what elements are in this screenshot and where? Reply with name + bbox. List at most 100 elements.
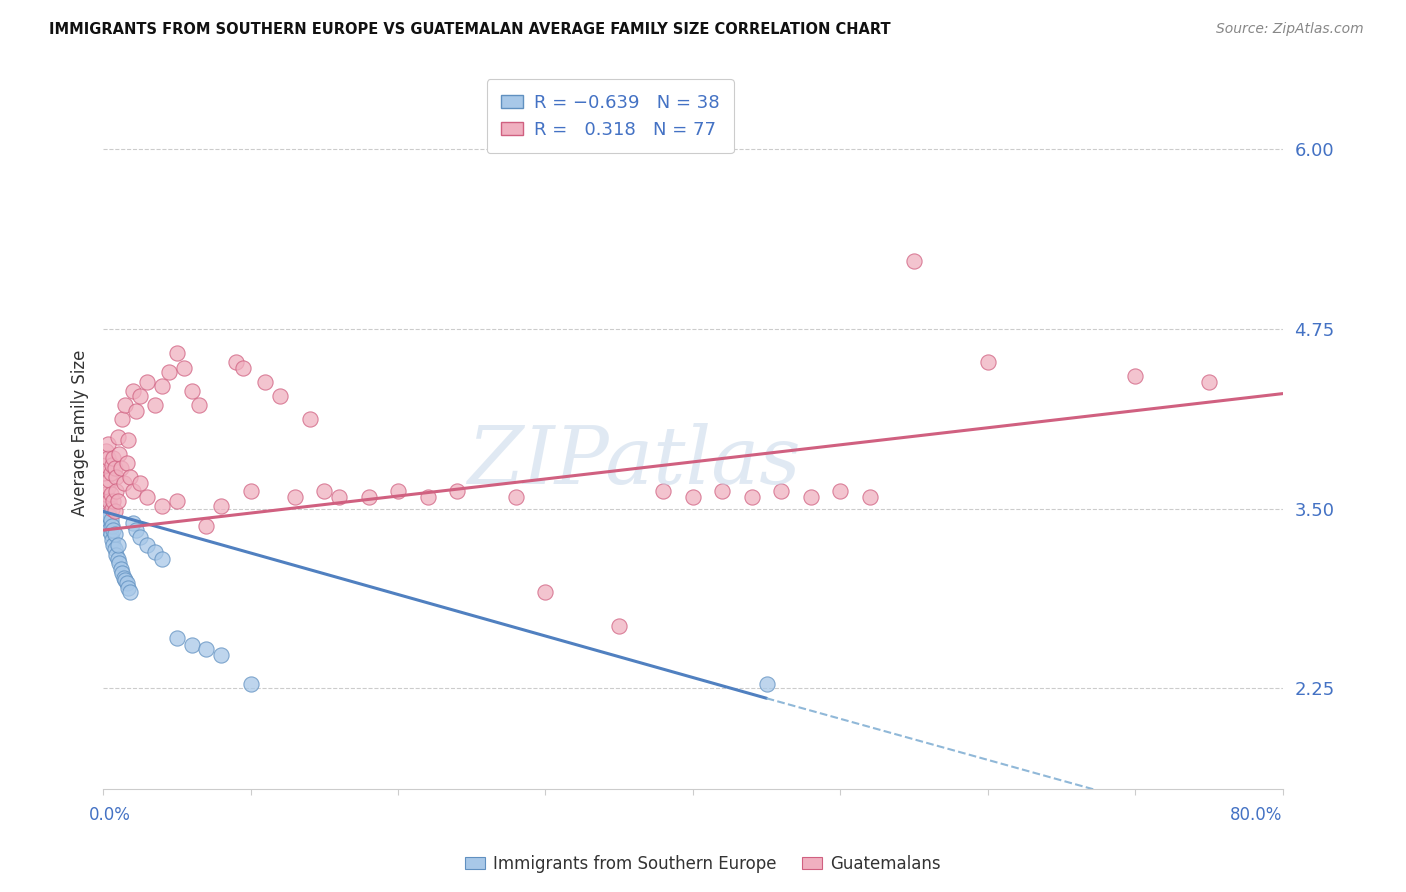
Point	[111, 412, 134, 426]
Point	[110, 461, 132, 475]
Text: 80.0%: 80.0%	[1230, 806, 1282, 824]
Point	[107, 430, 129, 444]
Point	[115, 576, 138, 591]
Text: IMMIGRANTS FROM SOUTHERN EUROPE VS GUATEMALAN AVERAGE FAMILY SIZE CORRELATION CH: IMMIGRANTS FROM SOUTHERN EUROPE VS GUATE…	[49, 22, 891, 37]
Point	[100, 487, 122, 501]
Text: Source: ZipAtlas.com: Source: ZipAtlas.com	[1216, 22, 1364, 37]
Point	[111, 566, 134, 581]
Point	[232, 360, 254, 375]
Point	[100, 466, 122, 480]
Point	[108, 447, 131, 461]
Point	[150, 499, 173, 513]
Point	[209, 648, 232, 663]
Point	[101, 518, 124, 533]
Point	[534, 585, 557, 599]
Point	[117, 581, 139, 595]
Point	[98, 494, 121, 508]
Point	[136, 490, 159, 504]
Point	[114, 398, 136, 412]
Point	[96, 504, 118, 518]
Point	[118, 585, 141, 599]
Point	[830, 484, 852, 499]
Point	[741, 490, 763, 504]
Point	[129, 389, 152, 403]
Point	[104, 504, 127, 518]
Point	[136, 537, 159, 551]
Point	[195, 518, 218, 533]
Point	[129, 475, 152, 490]
Point	[96, 451, 118, 466]
Point	[166, 346, 188, 360]
Point	[101, 458, 124, 473]
Text: ZIPatlas: ZIPatlas	[467, 423, 800, 500]
Point	[121, 516, 143, 530]
Point	[112, 475, 135, 490]
Point	[107, 552, 129, 566]
Point	[387, 484, 409, 499]
Point	[150, 552, 173, 566]
Y-axis label: Average Family Size: Average Family Size	[72, 350, 89, 516]
Point	[100, 527, 122, 541]
Point	[98, 473, 121, 487]
Legend: R = −0.639   N = 38, R =   0.318   N = 77: R = −0.639 N = 38, R = 0.318 N = 77	[486, 79, 734, 153]
Point	[121, 384, 143, 398]
Point	[269, 389, 291, 403]
Point	[209, 499, 232, 513]
Point	[107, 494, 129, 508]
Point	[103, 451, 125, 466]
Text: 0.0%: 0.0%	[89, 806, 131, 824]
Point	[112, 570, 135, 584]
Point	[755, 677, 778, 691]
Point	[903, 254, 925, 268]
Point	[195, 642, 218, 657]
Point	[93, 494, 115, 508]
Point	[93, 466, 115, 480]
Point	[446, 484, 468, 499]
Point	[682, 490, 704, 504]
Point	[93, 508, 115, 523]
Point	[284, 490, 307, 504]
Point	[166, 631, 188, 645]
Point	[977, 355, 1000, 369]
Point	[607, 619, 630, 633]
Point	[416, 490, 439, 504]
Point	[105, 548, 128, 562]
Point	[188, 398, 211, 412]
Point	[328, 490, 350, 504]
Point	[96, 518, 118, 533]
Point	[121, 484, 143, 499]
Point	[103, 494, 125, 508]
Point	[117, 433, 139, 447]
Point	[96, 437, 118, 451]
Point	[225, 355, 247, 369]
Point	[357, 490, 380, 504]
Point	[124, 404, 146, 418]
Point	[239, 484, 262, 499]
Point	[104, 527, 127, 541]
Point	[770, 484, 793, 499]
Point	[150, 379, 173, 393]
Point	[114, 574, 136, 588]
Point	[711, 484, 734, 499]
Point	[103, 523, 125, 537]
Point	[94, 444, 117, 458]
Point	[505, 490, 527, 504]
Point	[136, 375, 159, 389]
Legend: Immigrants from Southern Europe, Guatemalans: Immigrants from Southern Europe, Guatema…	[458, 848, 948, 880]
Point	[173, 360, 195, 375]
Point	[103, 537, 125, 551]
Point	[124, 523, 146, 537]
Point	[143, 544, 166, 558]
Point	[110, 562, 132, 576]
Point	[859, 490, 882, 504]
Point	[129, 530, 152, 544]
Point	[115, 456, 138, 470]
Point	[166, 494, 188, 508]
Point	[100, 513, 122, 527]
Point	[104, 541, 127, 556]
Point	[1123, 369, 1146, 384]
Point	[105, 470, 128, 484]
Point	[107, 537, 129, 551]
Point	[118, 470, 141, 484]
Point	[96, 480, 118, 494]
